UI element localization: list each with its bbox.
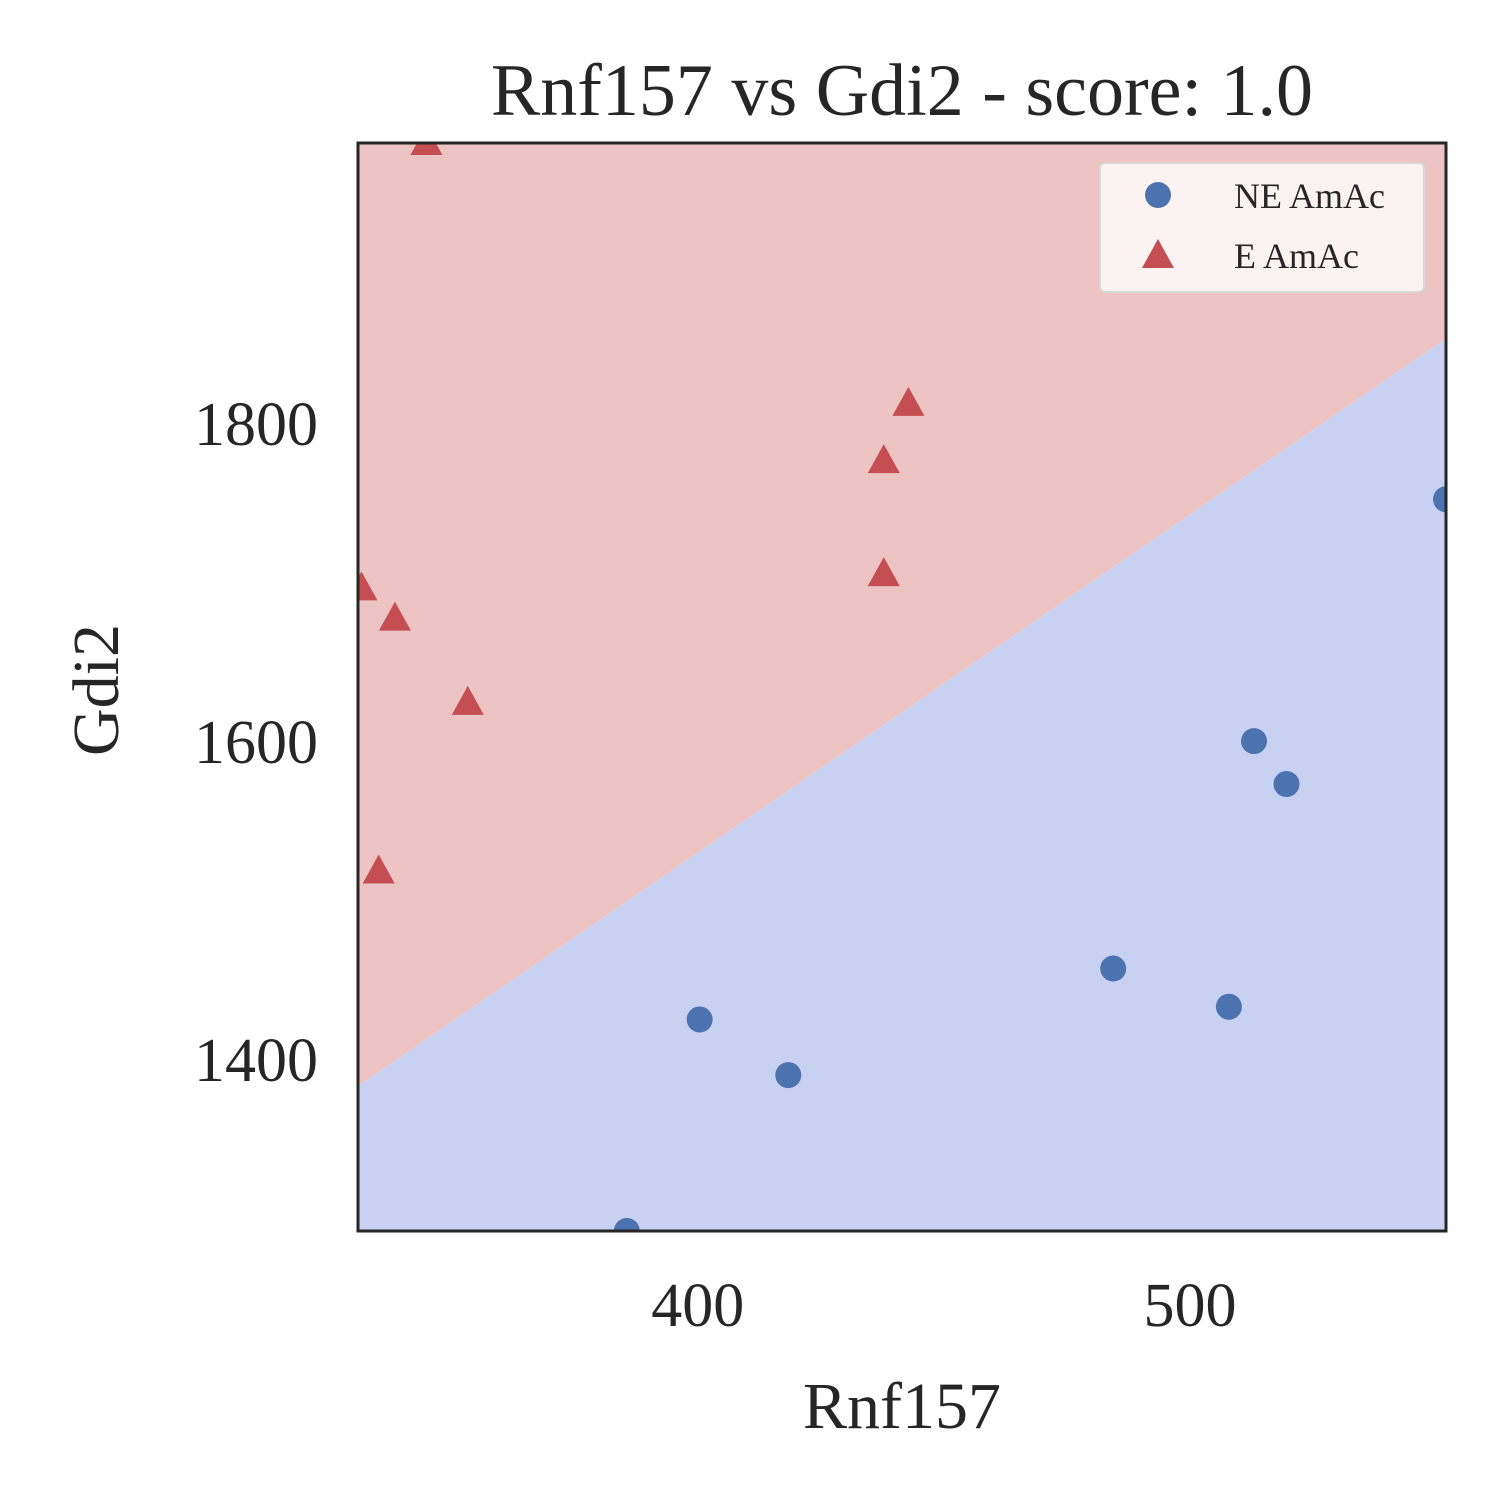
- y-axis-label: Gdi2: [60, 624, 133, 756]
- e-amac-region: [358, 143, 1446, 1087]
- ne-amac-point: [1100, 955, 1127, 982]
- chart-title: Rnf157 vs Gdi2 - score: 1.0: [491, 50, 1313, 132]
- y-axis-ticks: 1400 1600 1800: [194, 391, 318, 1095]
- e-amac-point: [892, 386, 925, 416]
- legend-triangle-marker: [1142, 239, 1174, 268]
- ne-amac-point: [775, 1062, 802, 1089]
- e-amac-point: [867, 557, 900, 587]
- data-points: [358, 143, 1446, 1231]
- e-amac-point: [358, 571, 378, 601]
- e-amac-point: [378, 601, 411, 631]
- e-amac-point: [410, 143, 443, 155]
- legend: NE AmAc E AmAc: [1099, 162, 1425, 293]
- e-amac-point: [451, 685, 484, 715]
- y-tick-label: 1600: [194, 709, 318, 777]
- ne-amac-point: [1241, 728, 1267, 755]
- ne-amac-point: [686, 1006, 713, 1033]
- plot-frame: [356, 141, 1448, 1233]
- x-axis-label: Rnf157: [803, 1370, 1001, 1443]
- y-tick-label: 1800: [194, 391, 318, 459]
- e-amac-point: [867, 444, 900, 474]
- ne-amac-point: [1215, 993, 1242, 1020]
- x-axis-ticks: 400 500: [651, 1272, 1236, 1340]
- legend-box: [1099, 162, 1425, 293]
- x-tick-label: 500: [1144, 1272, 1237, 1340]
- legend-label-ne-amac: NE AmAc: [1234, 176, 1385, 216]
- legend-label-e-amac: E AmAc: [1234, 236, 1359, 276]
- y-tick-label: 1400: [194, 1027, 318, 1095]
- ne-amac-point: [613, 1218, 640, 1231]
- legend-circle-marker: [1145, 182, 1171, 208]
- e-amac-point: [362, 854, 395, 884]
- plot-region: [358, 143, 1446, 1231]
- ne-amac-point: [1273, 771, 1300, 798]
- ne-amac-region: [358, 338, 1446, 1231]
- ne-amac-point: [1433, 486, 1446, 513]
- x-tick-label: 400: [651, 1272, 744, 1340]
